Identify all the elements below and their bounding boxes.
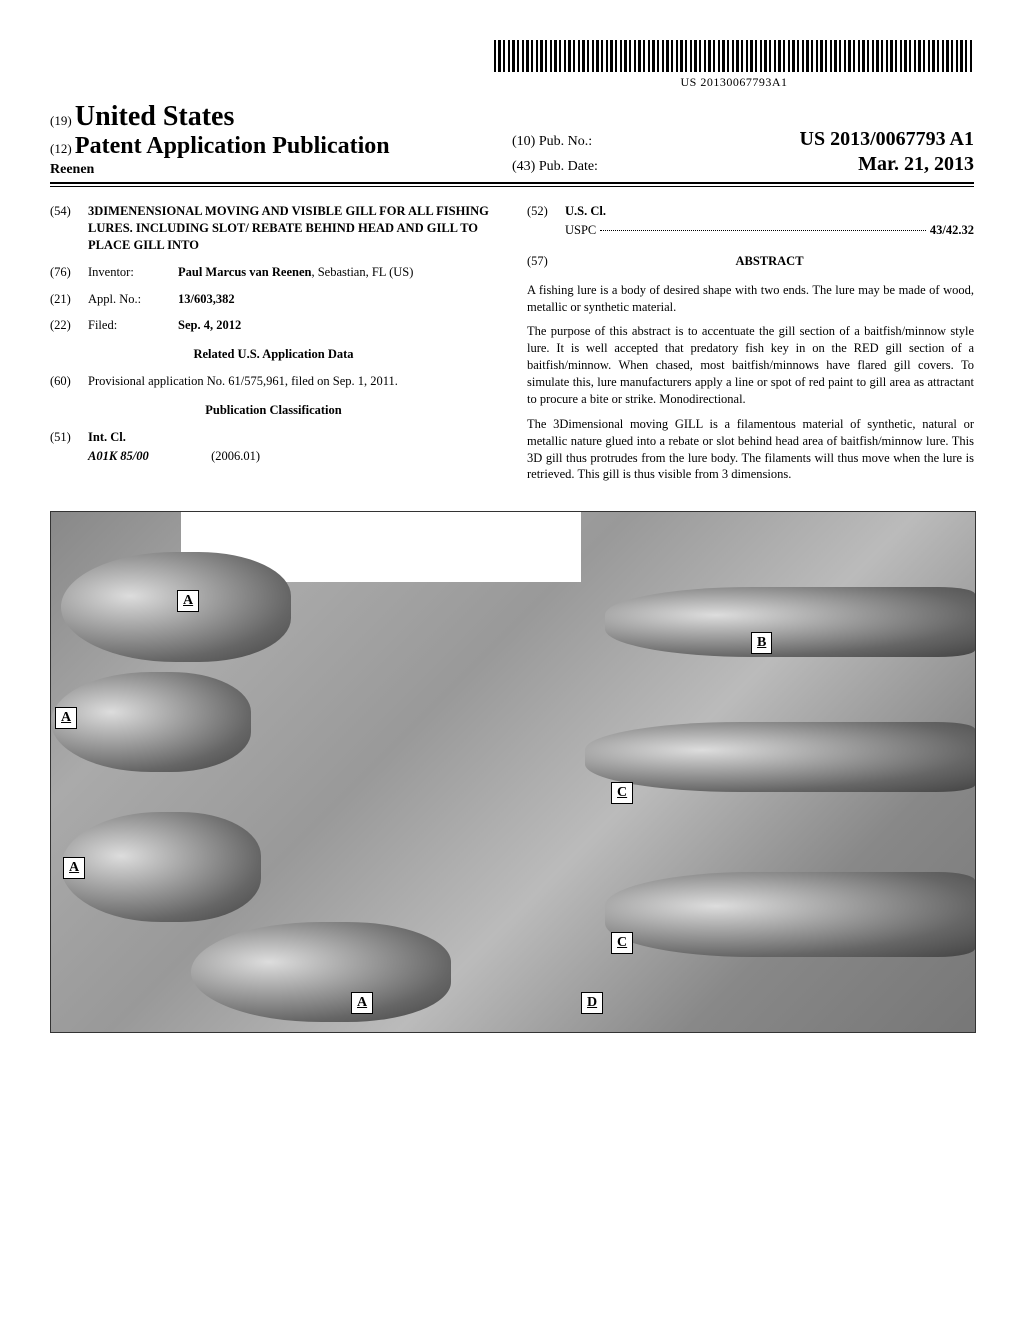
filed-code: (22)	[50, 317, 88, 334]
pub-date: Mar. 21, 2013	[858, 153, 974, 176]
pub-date-left: (43) Pub. Date:	[512, 159, 598, 175]
uscl-value: 43/42.32	[930, 222, 974, 239]
pub-date-line: (43) Pub. Date: Mar. 21, 2013	[512, 153, 974, 176]
filed-value: Sep. 4, 2012	[178, 317, 497, 334]
related-heading: Related U.S. Application Data	[50, 346, 497, 363]
author-header: Reenen	[50, 162, 512, 178]
inventor-label: Inventor:	[88, 264, 178, 281]
barcode-stripes	[494, 40, 974, 72]
pub-type: Patent Application Publication	[75, 133, 390, 159]
country-name: United States	[75, 101, 234, 132]
fig-label-a2: A	[55, 707, 77, 729]
uscl-value-row: USPC 43/42.32	[565, 222, 974, 239]
intcl-code: (51)	[50, 429, 88, 446]
filed-label: Filed:	[88, 317, 178, 334]
classification-heading: Publication Classification	[50, 402, 497, 419]
intcl-value-row: A01K 85/00 (2006.01)	[88, 448, 497, 465]
abstract-code: (57)	[527, 253, 565, 278]
inventor-row: (76) Inventor: Paul Marcus van Reenen, S…	[50, 264, 497, 281]
uscl-label: U.S. Cl.	[565, 203, 974, 220]
fig-label-a3: A	[63, 857, 85, 879]
title-text: 3DIMENENSIONAL MOVING AND VISIBLE GILL F…	[88, 203, 497, 254]
country-line: (19) United States	[50, 101, 512, 133]
fig-label-d: D	[581, 992, 603, 1014]
figure-image: A A A A B C C D	[50, 511, 976, 1033]
appl-row: (21) Appl. No.: 13/603,382	[50, 291, 497, 308]
intcl-label: Int. Cl.	[88, 429, 497, 446]
abstract-p2: The purpose of this abstract is to accen…	[527, 323, 974, 407]
pub-no-code: (10)	[512, 134, 535, 149]
barcode-text: US 20130067793A1	[494, 75, 974, 90]
lure-shape-1	[605, 587, 975, 657]
pub-no-line: (10) Pub. No.: US 2013/0067793 A1	[512, 128, 974, 151]
lure-shape-3	[605, 872, 975, 957]
appl-label: Appl. No.:	[88, 291, 178, 308]
inventor-loc: , Sebastian, FL (US)	[311, 265, 413, 279]
appl-value: 13/603,382	[178, 291, 497, 308]
fish-shape-1	[61, 552, 291, 662]
right-column: (52) U.S. Cl. USPC 43/42.32 (57) ABSTRAC…	[527, 203, 974, 491]
abstract-p3: The 3Dimensional moving GILL is a filame…	[527, 416, 974, 484]
intcl-class: A01K 85/00	[88, 448, 208, 465]
header-left: (19) United States (12) Patent Applicati…	[50, 101, 512, 178]
inventor-name: Paul Marcus van Reenen	[178, 265, 311, 279]
pub-no-label: Pub. No.:	[539, 134, 592, 149]
columns: (54) 3DIMENENSIONAL MOVING AND VISIBLE G…	[50, 203, 974, 491]
abstract-heading: ABSTRACT	[565, 253, 974, 270]
inventor-value: Paul Marcus van Reenen, Sebastian, FL (U…	[178, 264, 497, 281]
pub-date-label: Pub. Date:	[539, 159, 598, 174]
provisional-row: (60) Provisional application No. 61/575,…	[50, 373, 497, 390]
fig-label-c2: C	[611, 932, 633, 954]
fish-shape-2	[51, 672, 251, 772]
header-right: (10) Pub. No.: US 2013/0067793 A1 (43) P…	[512, 128, 974, 178]
title-row: (54) 3DIMENENSIONAL MOVING AND VISIBLE G…	[50, 203, 497, 254]
pub-type-code: (12)	[50, 141, 72, 156]
sub-rule	[50, 186, 974, 187]
pub-no: US 2013/0067793 A1	[800, 128, 974, 151]
barcode: US 20130067793A1	[494, 40, 974, 90]
uscl-prefix: USPC	[565, 222, 596, 239]
header-row: (19) United States (12) Patent Applicati…	[50, 101, 974, 184]
appl-code: (21)	[50, 291, 88, 308]
fig-label-c1: C	[611, 782, 633, 804]
uscl-row: (52) U.S. Cl.	[527, 203, 974, 220]
lure-shape-2	[585, 722, 975, 792]
filed-row: (22) Filed: Sep. 4, 2012	[50, 317, 497, 334]
provisional-text: Provisional application No. 61/575,961, …	[88, 373, 497, 390]
fish-shape-4	[191, 922, 451, 1022]
title-code: (54)	[50, 203, 88, 254]
abstract-p1: A fishing lure is a body of desired shap…	[527, 282, 974, 316]
fig-label-a4: A	[351, 992, 373, 1014]
fig-label-a1: A	[177, 590, 199, 612]
patent-page: US 20130067793A1 (19) United States (12)…	[0, 0, 1024, 1073]
pub-date-code: (43)	[512, 159, 535, 174]
intcl-year: (2006.01)	[211, 449, 260, 463]
provisional-code: (60)	[50, 373, 88, 390]
dotted-fill	[600, 230, 926, 231]
barcode-area: US 20130067793A1	[50, 40, 974, 91]
left-column: (54) 3DIMENENSIONAL MOVING AND VISIBLE G…	[50, 203, 497, 491]
abstract-head-row: (57) ABSTRACT	[527, 253, 974, 278]
pub-no-left: (10) Pub. No.:	[512, 134, 592, 150]
country-code: (19)	[50, 113, 72, 128]
fish-shape-3	[61, 812, 261, 922]
inventor-code: (76)	[50, 264, 88, 281]
fig-label-b: B	[751, 632, 772, 654]
uscl-code: (52)	[527, 203, 565, 220]
pub-type-line: (12) Patent Application Publication	[50, 133, 512, 160]
intcl-row: (51) Int. Cl.	[50, 429, 497, 446]
